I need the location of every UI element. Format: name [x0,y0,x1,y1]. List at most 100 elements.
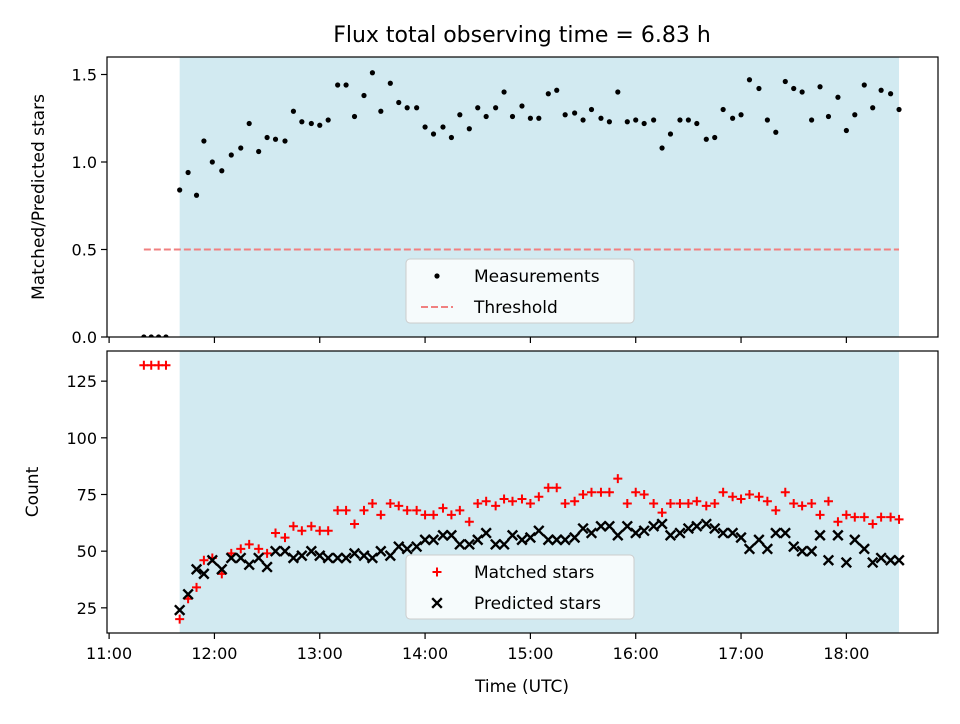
predicted-star-point [858,543,870,555]
predicted-star-point [717,527,729,539]
x-tick-label: 17:00 [718,644,764,663]
matched-star-point [402,505,412,515]
matched-star-point [262,548,272,558]
y-axis-label: Count [23,466,43,517]
predicted-star-point [674,527,686,539]
measurement-point [264,134,270,141]
predicted-star-point [401,543,413,555]
measurement-point [562,112,568,118]
predicted-star-point [726,527,739,539]
matched-star-point [394,501,404,511]
measurement-point [641,120,647,127]
matched-star-point [807,499,817,509]
measurement-point [782,78,788,85]
predicted-star-point [700,518,712,530]
measurement-point [299,119,305,125]
matched-star-point [464,517,474,527]
matched-star-point [161,360,171,370]
matched-star-point [429,510,439,520]
measurement-point [572,110,578,116]
x-axis-label: Time (UTC) [474,677,569,697]
x-tick-label: 12:00 [191,644,237,663]
matched-star-point [560,499,570,509]
measurement-point [378,108,384,114]
measurement-point [148,334,154,337]
predicted-star-point [384,550,396,562]
matched-star-point [376,510,386,520]
matched-star-point [797,501,807,511]
count-panel: 25 50 75 100 125 11:00 12:00 13:00 14:00 15:00 16:… [23,350,939,663]
measurement-point [685,117,691,123]
predicted-star-point [612,529,624,541]
matched-star-point [315,526,325,536]
matched-star-point [570,496,580,506]
ratio-panel: 0.0 0.5 1.0 1.5 Matched/Predicted stars Measu… [29,56,939,347]
matched-star-point [244,539,254,549]
measurement-point [448,134,455,141]
measurement-point [466,126,472,132]
measurement-point [624,119,630,125]
measurement-point [387,80,393,86]
measurement-point [430,131,437,137]
predicted-star-point [516,534,528,546]
matched-star-point [499,494,509,504]
matched-star-point [491,501,501,511]
y-tick-label: 1.5 [72,66,97,85]
matched-star-point [833,517,843,527]
predicted-star-point [454,538,466,551]
measurement-point [177,187,183,193]
matched-star-point [850,512,860,522]
measurement-point [219,168,225,174]
measurement-point [156,334,162,337]
predicted-star-point [305,545,317,557]
predicted-star-point [849,534,861,546]
predicted-star-point [893,554,905,566]
y-tick-label: 125 [66,372,97,391]
matched-star-point [534,492,544,502]
legend-label: Predicted stars [474,594,601,614]
legend-label: Threshold [473,298,558,318]
measurement-point [209,159,215,165]
predicted-star-point [225,552,237,564]
predicted-star-point [638,525,650,537]
matched-star-point [631,487,641,497]
predicted-star-point [445,529,458,541]
measurement-point [554,87,560,93]
legend-box [405,258,635,324]
measurement-point [580,117,586,123]
measurement-point [809,117,815,123]
measurement-point [527,115,533,121]
matched-star-point [192,582,202,592]
predicted-star-point [393,540,405,553]
predicted-star-point [437,529,449,541]
matched-star-point [306,521,316,531]
matched-star-point [894,514,904,524]
legend: Matched stars Predicted stars [405,554,635,620]
measurement-point [163,334,169,337]
measurement-point [852,112,858,118]
matched-star-point [771,505,781,515]
measurement-point [475,105,481,111]
measurement-point [457,112,463,118]
legend-box [405,554,635,620]
measurement-point [325,117,331,123]
measurement-point [501,89,507,95]
x-tick-label: 16:00 [613,644,659,663]
matched-star-point [288,521,298,531]
matched-star-point [455,505,465,515]
matched-star-point [199,555,209,565]
measurement-point [694,120,700,127]
matched-star-point [350,519,360,529]
predicted-star-point [206,554,218,566]
matched-star-point [604,487,614,497]
matched-star-point [481,496,491,506]
predicted-star-point [691,520,703,532]
measurement-point [185,169,191,176]
measurement-point [712,134,718,141]
measurement-point [343,82,349,88]
x-tick-label: 15:00 [507,644,553,663]
predicted-star-point [296,550,308,562]
measurement-point [519,103,525,109]
measurement-point [703,136,709,142]
matched-star-point [754,492,764,502]
